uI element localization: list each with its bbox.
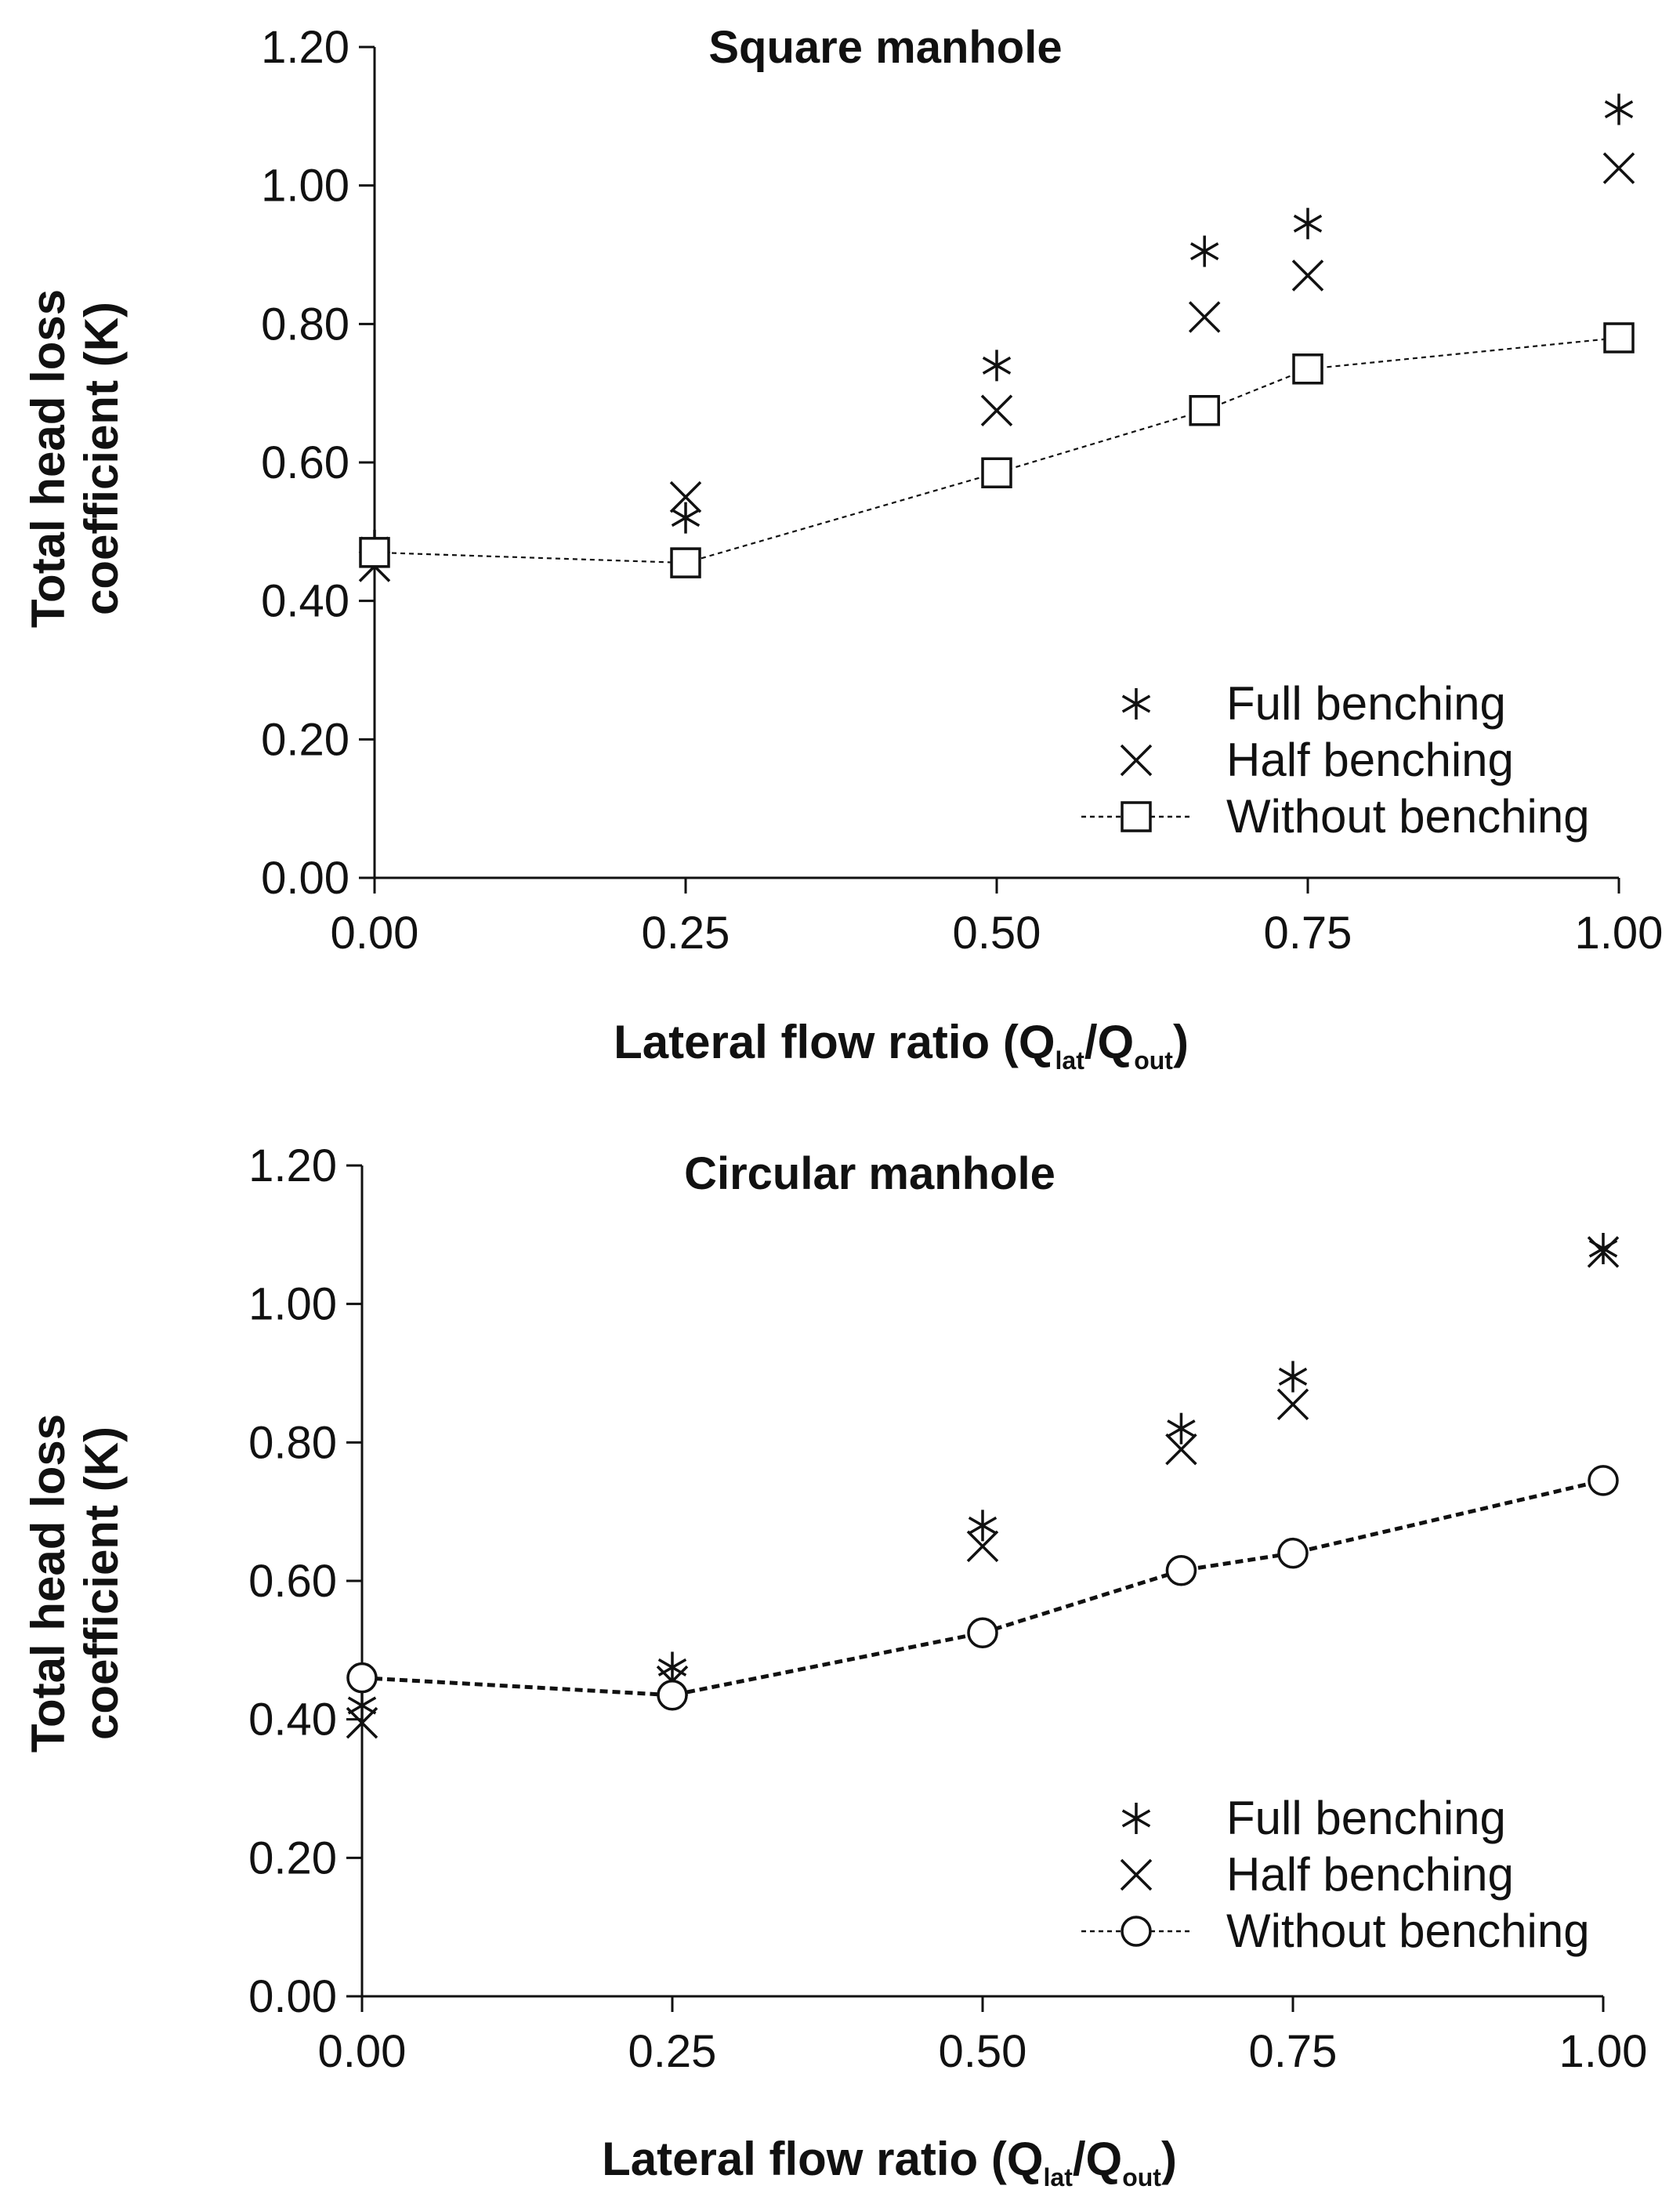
- x-tick-label: 1.00: [1559, 2026, 1648, 2077]
- legend-label: Without benching: [1226, 1905, 1590, 1957]
- data-point-full-benching: [671, 502, 701, 534]
- x-tick-label: 0.00: [318, 2026, 407, 2077]
- data-point-without-benching: [1292, 353, 1323, 385]
- y-tick-label: 0.00: [261, 853, 349, 904]
- y-axis-label-line1: Total head loss: [22, 289, 74, 628]
- chart-title: Circular manhole: [684, 1148, 1055, 1199]
- legend-label: Half benching: [1226, 734, 1514, 786]
- y-axis-label: Total head loss coefficient (K): [22, 289, 128, 628]
- x-tick-label: 0.75: [1249, 2026, 1338, 2077]
- data-point-without-benching: [967, 1617, 998, 1648]
- y-tick-label: 0.40: [261, 576, 349, 627]
- legend-marker-cross: [1120, 744, 1153, 777]
- axes: 0.00 0.20 0.40 0.60 0.80 1.00 1.20 0.00 0.25 0.50…: [261, 22, 1663, 959]
- legend-marker-circle: [1121, 1916, 1152, 1947]
- data-point-without-benching: [1588, 1465, 1619, 1496]
- legend-item-without-benching: Without benching: [1081, 790, 1590, 843]
- series-line-without-benching: [374, 336, 1620, 564]
- y-tick-label: 1.20: [248, 1140, 337, 1191]
- legend-label: Full benching: [1226, 677, 1506, 730]
- data-point-full-benching: [1278, 1361, 1308, 1393]
- y-tick-label: 0.60: [261, 437, 349, 488]
- data-point-without-benching: [670, 547, 701, 578]
- data-point-full-benching: [347, 1690, 377, 1721]
- x-tick-label: 0.50: [953, 908, 1041, 959]
- y-axis-label-line1: Total head loss: [22, 1414, 74, 1753]
- data-point-full-benching: [1604, 93, 1634, 125]
- x-tick-label: 0.50: [939, 2026, 1027, 2077]
- y-axis-label-line2: coefficient (K): [75, 1426, 128, 1740]
- data-point-half-benching: [1188, 301, 1221, 333]
- axes: 0.00 0.20 0.40 0.60 0.80 1.00 1.20 0.00 0.25 0.50…: [248, 1140, 1647, 2077]
- y-tick-label: 1.00: [261, 161, 349, 212]
- data-point-full-benching: [1293, 208, 1323, 240]
- y-tick-label: 0.20: [248, 1832, 337, 1883]
- series-line-without-benching: [361, 1478, 1604, 1698]
- data-point-half-benching: [1165, 1433, 1197, 1466]
- data-point-full-benching: [657, 1651, 687, 1684]
- legend-item-without-benching: Without benching: [1081, 1905, 1590, 1957]
- y-tick-label: 1.00: [248, 1279, 337, 1330]
- series-marker-layer: [358, 93, 1635, 582]
- legend-label: Full benching: [1226, 1792, 1506, 1844]
- data-point-without-benching: [1603, 322, 1635, 353]
- square-manhole-chart: Square manhole Total head loss coefficie…: [22, 22, 1663, 1075]
- x-axis-label: Lateral flow ratio (Qlat/Qout): [614, 1016, 1189, 1075]
- x-tick-label: 0.25: [628, 2026, 717, 2077]
- data-point-without-benching: [359, 537, 390, 568]
- legend-label: Without benching: [1226, 790, 1590, 843]
- data-point-without-benching: [1189, 395, 1220, 426]
- legend-label: Half benching: [1226, 1848, 1514, 1901]
- data-point-half-benching: [966, 1530, 999, 1563]
- y-tick-label: 0.20: [261, 714, 349, 765]
- data-point-half-benching: [1602, 152, 1635, 184]
- data-point-without-benching: [1165, 1555, 1197, 1586]
- y-tick-label: 0.40: [248, 1695, 337, 1745]
- data-point-without-benching: [346, 1662, 378, 1694]
- legend-marker-square: [1121, 801, 1152, 832]
- data-point-full-benching: [968, 1510, 998, 1542]
- data-point-half-benching: [1291, 259, 1324, 292]
- legend-marker-cross: [1120, 1858, 1153, 1891]
- legend-marker-asterisk: [1121, 688, 1151, 720]
- y-tick-label: 0.80: [248, 1417, 337, 1468]
- legend-item-full-benching: Full benching: [1121, 1792, 1506, 1844]
- data-point-without-benching: [1277, 1537, 1309, 1569]
- x-tick-label: 0.00: [331, 908, 419, 959]
- circular-manhole-chart: Circular manhole Total head loss coeffic…: [22, 1140, 1647, 2191]
- data-point-full-benching: [1167, 1412, 1196, 1445]
- y-tick-label: 0.60: [248, 1556, 337, 1607]
- x-tick-label: 1.00: [1575, 908, 1664, 959]
- series-line-layer: [374, 336, 1620, 564]
- legend-item-half-benching: Half benching: [1120, 734, 1514, 786]
- y-axis-label-line2: coefficient (K): [75, 302, 128, 615]
- data-point-half-benching: [346, 1706, 378, 1739]
- y-tick-label: 0.00: [248, 1971, 337, 2022]
- data-point-half-benching: [980, 394, 1013, 426]
- data-point-half-benching: [1587, 1236, 1620, 1268]
- y-axis-label: Total head loss coefficient (K): [22, 1414, 128, 1753]
- x-axis-label: Lateral flow ratio (Qlat/Qout): [602, 2133, 1177, 2191]
- legend-item-full-benching: Full benching: [1121, 677, 1506, 730]
- data-point-without-benching: [657, 1680, 688, 1711]
- series-line-layer: [361, 1478, 1604, 1698]
- chart-title: Square manhole: [708, 22, 1062, 73]
- data-point-half-benching: [669, 480, 702, 513]
- data-point-full-benching: [1190, 235, 1219, 267]
- y-tick-label: 1.20: [261, 22, 349, 73]
- series-marker-layer: [346, 1233, 1620, 1739]
- x-tick-label: 0.25: [642, 908, 730, 959]
- data-point-full-benching: [982, 350, 1012, 382]
- y-tick-label: 0.80: [261, 299, 349, 350]
- data-point-full-benching: [1588, 1233, 1618, 1264]
- data-point-half-benching: [1276, 1388, 1309, 1420]
- legend-item-half-benching: Half benching: [1120, 1848, 1514, 1901]
- data-point-without-benching: [981, 457, 1012, 488]
- x-tick-label: 0.75: [1264, 908, 1352, 959]
- legend-marker-asterisk: [1121, 1803, 1151, 1834]
